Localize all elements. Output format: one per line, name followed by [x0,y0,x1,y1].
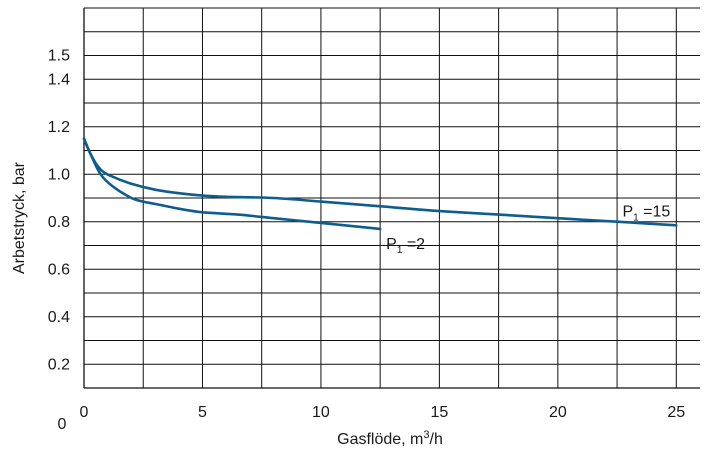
x-tick-label: 10 [312,404,330,421]
axis-titles: Gasflöde, m3/h Arbetstryck, bar [11,161,443,448]
grid-lines [84,7,700,388]
y-tick-label: 0.6 [48,261,70,278]
origin-label: 0 [58,416,67,433]
x-tick-label: 20 [549,404,567,421]
series-line [82,137,382,231]
x-tick-label: 0 [80,404,89,421]
y-tick-label: 0.8 [48,214,70,231]
series-lines [82,137,678,231]
y-axis-label: Arbetstryck, bar [11,161,28,274]
x-tick-label: 15 [430,404,448,421]
x-tick-label: 5 [198,404,207,421]
series-line [82,137,678,227]
y-tick-label: 1.5 [48,48,70,65]
y-tick-label: 1.2 [48,119,70,136]
series-label: P1 =15 [622,203,670,223]
axes [83,8,700,389]
y-tick-label: 1.4 [48,71,70,88]
series-labels: P1 =15 P1 =2 [386,203,670,256]
y-tick-label: 0.2 [48,356,70,373]
y-tick-label: 0.4 [48,309,70,326]
x-axis-label: Gasflöde, m3/h [337,429,443,448]
series-label: P1 =2 [386,236,425,256]
x-tick-label: 25 [667,404,685,421]
y-tick-label: 1.0 [48,166,70,183]
tick-labels: 0 5 10 15 20 25 0.2 0.4 0.6 0.8 1.0 1.2 1.4 1.5 0 [48,48,686,434]
